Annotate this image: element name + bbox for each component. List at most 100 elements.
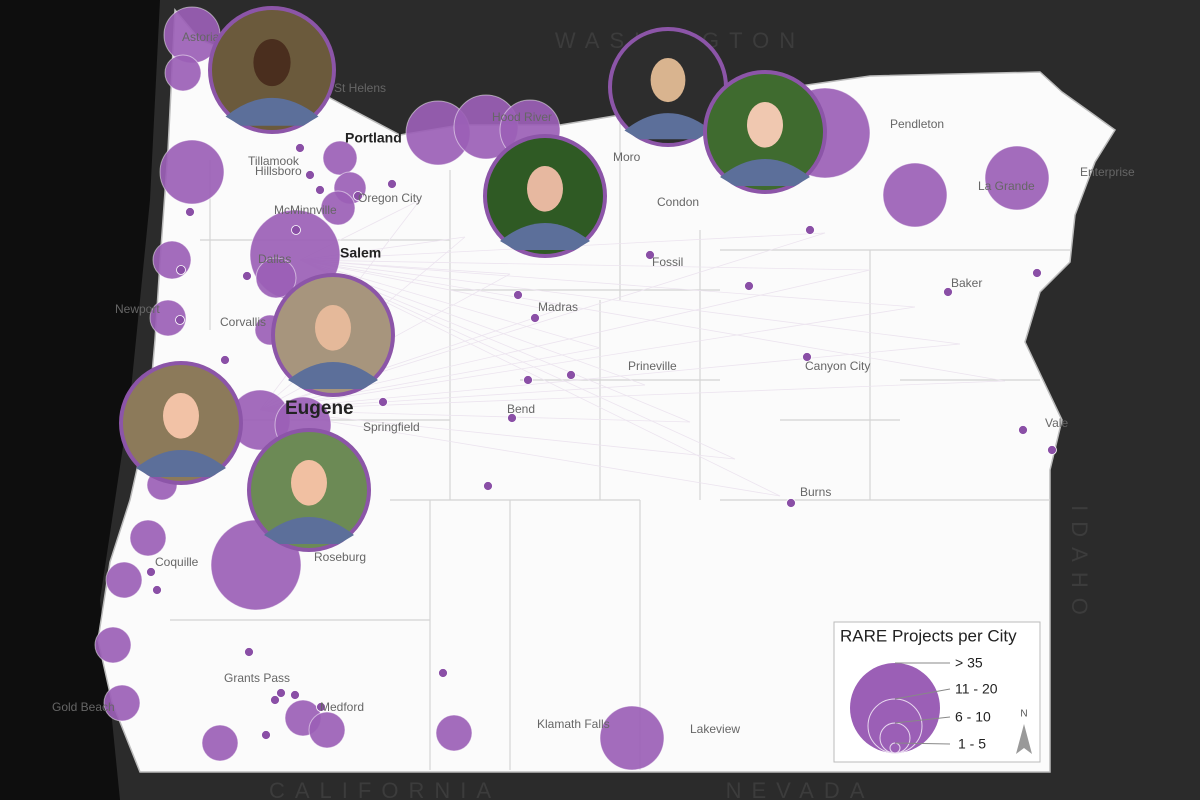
city-label: Tillamook xyxy=(248,154,300,168)
bubble xyxy=(882,162,948,228)
legend-title: RARE Projects per City xyxy=(840,626,1017,645)
dot xyxy=(805,225,815,235)
dot xyxy=(943,287,953,297)
photo-body xyxy=(136,450,226,477)
dot xyxy=(530,313,540,323)
north-arrow xyxy=(1016,724,1032,754)
north-label: N xyxy=(1020,709,1027,720)
legend: RARE Projects per City > 35 11 - 20 6 - … xyxy=(833,621,1041,763)
dot xyxy=(185,207,195,217)
dot xyxy=(290,690,300,700)
photo-face xyxy=(747,102,783,148)
legend-entry: > 35 xyxy=(955,655,983,671)
photo-face xyxy=(527,166,563,212)
legend-entry: 1 - 5 xyxy=(958,736,986,752)
photo-body xyxy=(225,97,319,126)
city-label: Springfield xyxy=(363,420,420,434)
bubble xyxy=(599,705,665,771)
ocean xyxy=(0,0,160,800)
city-label: Gold Beach xyxy=(52,700,115,714)
bubble xyxy=(255,257,297,299)
bubble xyxy=(320,190,356,226)
photo-face xyxy=(253,39,291,87)
dot xyxy=(744,281,754,291)
bubble xyxy=(129,519,167,557)
bubble xyxy=(308,711,346,749)
city-label: Corvallis xyxy=(220,315,266,329)
bubble xyxy=(164,54,202,92)
dot xyxy=(242,271,252,281)
photo-face xyxy=(315,305,351,351)
city-label: Burns xyxy=(800,485,831,499)
dot xyxy=(507,413,517,423)
connector xyxy=(259,409,736,460)
dot xyxy=(261,730,271,740)
dot xyxy=(315,185,325,195)
city-label: Lakeview xyxy=(690,722,740,736)
dot xyxy=(523,375,533,385)
connector xyxy=(259,409,691,423)
city-label: Hillsboro xyxy=(255,164,302,178)
connector xyxy=(299,259,961,345)
dot xyxy=(353,191,363,201)
city-label: Moro xyxy=(613,150,641,164)
city-label: Astoria xyxy=(182,30,220,44)
city-label: Vale xyxy=(1045,416,1068,430)
bubble xyxy=(152,240,192,280)
legend-entry: 6 - 10 xyxy=(955,709,991,725)
dot xyxy=(244,647,254,657)
city-label: Enterprise xyxy=(1080,165,1135,179)
dot xyxy=(387,179,397,189)
dot xyxy=(276,688,286,698)
dot xyxy=(513,290,523,300)
city-label: La Grande xyxy=(978,179,1035,193)
dot xyxy=(295,143,305,153)
dot xyxy=(786,498,796,508)
state-label: NEVADA xyxy=(726,778,875,800)
city-label: Portland xyxy=(345,130,402,146)
dot xyxy=(566,370,576,380)
photo-body xyxy=(264,517,354,544)
legend-leaders xyxy=(894,662,951,745)
dot xyxy=(305,170,315,180)
connector xyxy=(259,347,601,411)
connector xyxy=(259,310,556,411)
city-label: Madras xyxy=(538,300,578,314)
city-label: Pendleton xyxy=(890,117,944,131)
dot xyxy=(1032,268,1042,278)
city-label: Hood River xyxy=(492,110,552,124)
connector xyxy=(259,409,781,497)
photos xyxy=(119,6,827,552)
dot xyxy=(291,225,301,235)
legend-circle xyxy=(850,663,940,753)
connector xyxy=(299,259,556,312)
state-label: IDAHO xyxy=(1067,505,1092,625)
dot xyxy=(645,250,655,260)
dot xyxy=(270,695,280,705)
connector xyxy=(299,259,871,271)
dot xyxy=(316,702,326,712)
city-label: Newport xyxy=(115,302,160,316)
photo-body xyxy=(288,362,378,389)
city-label: Roseburg xyxy=(314,550,366,564)
dot xyxy=(175,315,185,325)
dot xyxy=(378,397,388,407)
dot xyxy=(220,355,230,365)
bubble xyxy=(201,724,239,762)
dot xyxy=(802,352,812,362)
bubble xyxy=(435,714,473,752)
connector xyxy=(259,343,961,411)
city-label: Dallas xyxy=(258,252,291,266)
city-label: Bend xyxy=(507,402,535,416)
city-label: Prineville xyxy=(628,359,677,373)
bubbles xyxy=(94,6,1057,771)
photo-face xyxy=(163,393,199,439)
bubble xyxy=(94,626,132,664)
photo-body xyxy=(500,223,590,250)
city-label: St Helens xyxy=(334,81,386,95)
dot xyxy=(146,567,156,577)
dot xyxy=(1047,445,1057,455)
connector xyxy=(299,259,601,349)
city-label: Condon xyxy=(657,195,699,209)
